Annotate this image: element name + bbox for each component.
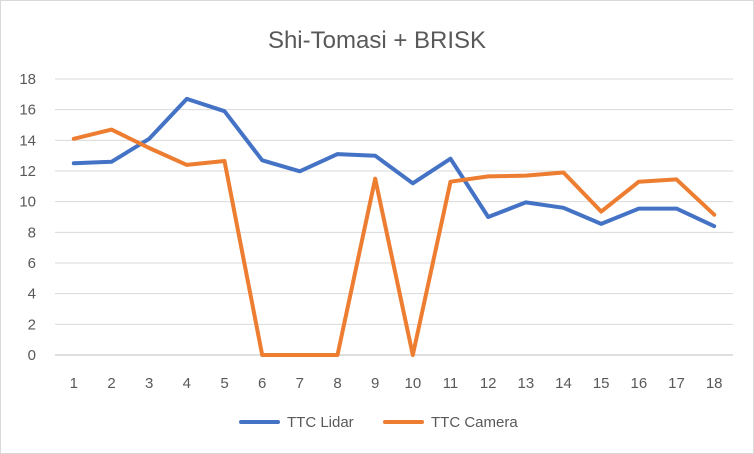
data-point xyxy=(563,207,564,209)
data-point xyxy=(186,164,188,166)
x-tick-label: 15 xyxy=(593,375,610,392)
data-point xyxy=(261,354,263,356)
y-tick-label: 8 xyxy=(28,224,36,241)
data-point xyxy=(337,153,338,155)
y-axis-ticks: 0 2 4 6 8 10 12 14 16 18 xyxy=(19,71,36,364)
data-point xyxy=(676,178,677,180)
x-tick-label: 11 xyxy=(443,375,459,392)
y-tick-label: 6 xyxy=(28,255,36,272)
x-tick-label: 18 xyxy=(706,375,723,392)
data-point xyxy=(412,354,414,356)
data-point xyxy=(148,138,150,140)
y-tick-label: 14 xyxy=(19,132,36,149)
legend: TTC Lidar TTC Camera xyxy=(239,414,518,431)
data-point xyxy=(638,181,640,183)
gridlines xyxy=(55,78,733,356)
x-tick-label: 9 xyxy=(371,375,379,392)
data-point xyxy=(600,223,602,225)
data-point xyxy=(600,211,602,213)
data-point xyxy=(676,208,677,210)
data-point xyxy=(111,161,112,163)
y-tick-label: 10 xyxy=(19,194,36,211)
series-lines xyxy=(71,96,717,357)
y-tick-label: 0 xyxy=(28,347,36,364)
x-tick-label: 10 xyxy=(404,375,421,392)
data-point xyxy=(487,175,489,177)
data-point xyxy=(638,208,640,210)
data-point xyxy=(224,110,225,112)
series-line-ttc-lidar xyxy=(71,96,717,229)
data-point xyxy=(487,216,489,218)
data-point xyxy=(450,158,451,160)
x-axis-ticks: 1 2 3 4 5 6 7 8 9 10 11 12 13 14 15 16 17 18 xyxy=(70,375,723,392)
x-tick-label: 16 xyxy=(630,375,647,392)
chart-title: Shi-Tomasi + BRISK xyxy=(268,27,486,54)
data-point xyxy=(563,172,564,174)
y-tick-label: 2 xyxy=(28,316,36,333)
data-point xyxy=(73,138,75,140)
x-tick-label: 5 xyxy=(220,375,228,392)
x-tick-label: 7 xyxy=(296,375,304,392)
x-tick-label: 4 xyxy=(183,375,191,392)
data-point xyxy=(713,225,715,227)
data-point xyxy=(299,170,301,172)
data-point xyxy=(186,98,188,100)
data-point xyxy=(412,182,414,184)
data-point xyxy=(713,214,715,216)
data-point xyxy=(299,354,301,356)
x-tick-label: 8 xyxy=(333,375,341,392)
y-tick-label: 16 xyxy=(19,102,36,119)
x-tick-label: 6 xyxy=(258,375,266,392)
data-point xyxy=(374,178,376,180)
data-point xyxy=(337,354,338,356)
y-tick-label: 18 xyxy=(19,71,36,88)
legend-label: TTC Camera xyxy=(431,414,518,431)
data-point xyxy=(374,155,376,157)
x-tick-label: 1 xyxy=(70,375,78,392)
x-tick-label: 17 xyxy=(668,375,685,392)
data-point xyxy=(261,159,263,161)
data-point xyxy=(224,160,225,162)
data-point xyxy=(148,147,150,149)
data-point xyxy=(111,129,112,131)
x-tick-label: 13 xyxy=(517,375,534,392)
data-point xyxy=(525,175,527,177)
data-point xyxy=(73,162,75,164)
x-tick-label: 2 xyxy=(107,375,115,392)
data-point xyxy=(525,201,527,203)
legend-label: TTC Lidar xyxy=(287,414,354,431)
x-tick-label: 3 xyxy=(145,375,153,392)
series-line-ttc-camera xyxy=(71,127,717,357)
y-tick-label: 4 xyxy=(28,286,36,303)
x-tick-label: 12 xyxy=(480,375,497,392)
y-tick-label: 12 xyxy=(19,163,36,180)
x-tick-label: 14 xyxy=(555,375,572,392)
data-point xyxy=(450,181,451,183)
